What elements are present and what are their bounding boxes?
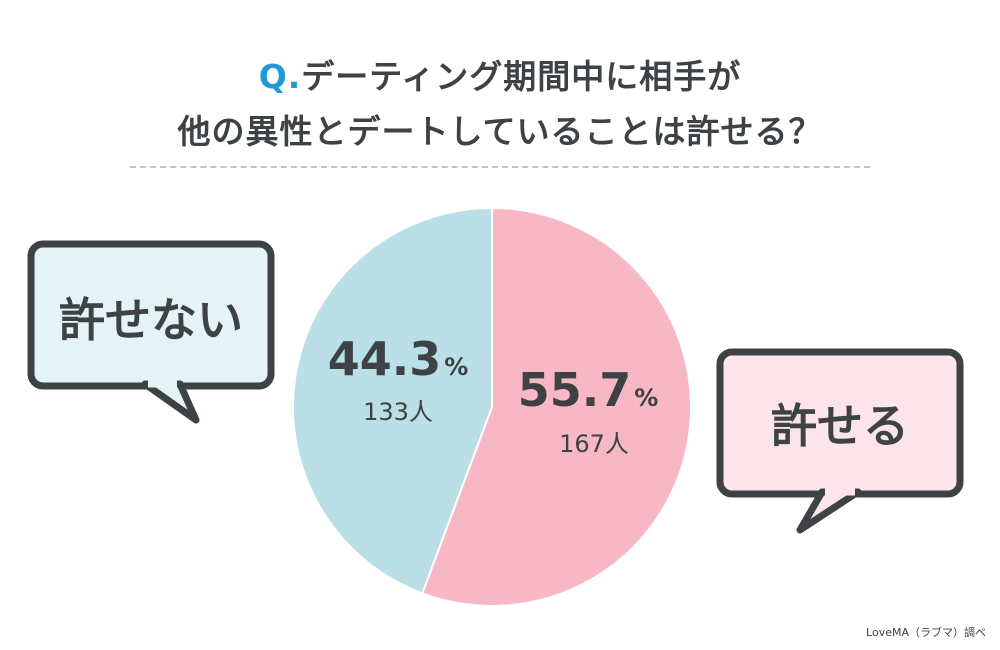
- count-forgivable: 167人: [559, 430, 629, 458]
- speech-bubble-right: 許せる: [716, 348, 964, 534]
- speech-bubble-right-tail: [796, 488, 862, 534]
- pie-slice-forgivable: [420, 206, 693, 607]
- percent-unit-forgivable: %: [634, 384, 658, 412]
- question-prefix: Q.: [258, 57, 302, 96]
- percent-forgivable: 55.7: [518, 363, 632, 417]
- question-line-1: Q.デーティング期間中に相手が: [0, 50, 1000, 98]
- question-line-2: 他の異性とデートしていることは許せる？: [177, 112, 823, 151]
- dashed-divider: [130, 166, 870, 168]
- pie-slices: [292, 206, 693, 607]
- slice-label-not-forgivable: 44.3% 133人: [328, 332, 469, 426]
- bubble-label-not-forgivable: 許せない: [59, 293, 243, 347]
- svg-text:55.7%: 55.7%: [518, 363, 659, 417]
- pie-slice-not-forgivable: [292, 206, 493, 595]
- count-not-forgivable: 133人: [363, 398, 433, 426]
- percent-not-forgivable: 44.3: [328, 332, 442, 386]
- question-text-line-1: デーティング期間中に相手が: [301, 57, 742, 96]
- slice-label-forgivable: 55.7% 167人: [518, 363, 659, 458]
- source-credit: LoveMA（ラブマ）調べ: [866, 626, 986, 639]
- speech-bubble-left: 許せない: [27, 240, 275, 424]
- svg-text:44.3%: 44.3%: [328, 332, 469, 386]
- bubble-label-forgivable: 許せる: [771, 399, 909, 453]
- percent-unit-not-forgivable: %: [444, 353, 468, 381]
